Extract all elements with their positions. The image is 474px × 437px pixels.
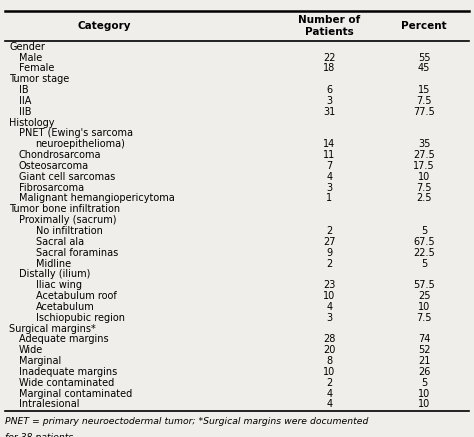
Text: 6: 6 <box>327 85 332 95</box>
Text: 2: 2 <box>326 378 333 388</box>
Text: 10: 10 <box>323 367 336 377</box>
Text: 17.5: 17.5 <box>413 161 435 171</box>
Text: Male: Male <box>19 52 42 62</box>
Text: 10: 10 <box>418 388 430 399</box>
Text: 18: 18 <box>323 63 336 73</box>
Text: neuroepithelioma): neuroepithelioma) <box>36 139 126 149</box>
Text: Osteosarcoma: Osteosarcoma <box>19 161 89 171</box>
Text: Ischiopubic region: Ischiopubic region <box>36 313 125 323</box>
Text: 5: 5 <box>421 259 428 268</box>
Text: Marginal: Marginal <box>19 356 61 366</box>
Text: Sacral foraminas: Sacral foraminas <box>36 248 118 258</box>
Text: Percent: Percent <box>401 21 447 31</box>
Text: 9: 9 <box>327 248 332 258</box>
Text: 57.5: 57.5 <box>413 280 435 290</box>
Text: 74: 74 <box>418 334 430 344</box>
Text: 21: 21 <box>418 356 430 366</box>
Text: 25: 25 <box>418 291 430 301</box>
Text: No infiltration: No infiltration <box>36 226 102 236</box>
Text: 10: 10 <box>418 399 430 409</box>
Text: 22: 22 <box>323 52 336 62</box>
Text: Fibrosarcoma: Fibrosarcoma <box>19 183 84 193</box>
Text: 10: 10 <box>323 291 336 301</box>
Text: Category: Category <box>78 21 131 31</box>
Text: Giant cell sarcomas: Giant cell sarcomas <box>19 172 115 182</box>
Text: 11: 11 <box>323 150 336 160</box>
Text: Midline: Midline <box>36 259 71 268</box>
Text: 15: 15 <box>418 85 430 95</box>
Text: Tumor bone infiltration: Tumor bone infiltration <box>9 205 120 214</box>
Text: 14: 14 <box>323 139 336 149</box>
Text: 3: 3 <box>327 313 332 323</box>
Text: 2: 2 <box>326 259 333 268</box>
Text: PNET = primary neuroectodermal tumor; *Surgical margins were documented: PNET = primary neuroectodermal tumor; *S… <box>5 417 368 426</box>
Text: Wide contaminated: Wide contaminated <box>19 378 114 388</box>
Text: PNET (Ewing's sarcoma: PNET (Ewing's sarcoma <box>19 128 133 139</box>
Text: Intralesional: Intralesional <box>19 399 80 409</box>
Text: 10: 10 <box>418 172 430 182</box>
Text: 7.5: 7.5 <box>417 183 432 193</box>
Text: Number of
Patients: Number of Patients <box>298 15 361 37</box>
Text: IIB: IIB <box>19 107 31 117</box>
Text: 27.5: 27.5 <box>413 150 435 160</box>
Text: 10: 10 <box>418 302 430 312</box>
Text: Acetabulum: Acetabulum <box>36 302 94 312</box>
Text: Distally (ilium): Distally (ilium) <box>19 269 91 279</box>
Text: Marginal contaminated: Marginal contaminated <box>19 388 132 399</box>
Text: 23: 23 <box>323 280 336 290</box>
Text: 35: 35 <box>418 139 430 149</box>
Text: 4: 4 <box>327 399 332 409</box>
Text: Acetabulum roof: Acetabulum roof <box>36 291 116 301</box>
Text: 67.5: 67.5 <box>413 237 435 247</box>
Text: Surgical margins*: Surgical margins* <box>9 323 96 333</box>
Text: 28: 28 <box>323 334 336 344</box>
Text: 7: 7 <box>326 161 333 171</box>
Text: Gender: Gender <box>9 42 46 52</box>
Text: Sacral ala: Sacral ala <box>36 237 84 247</box>
Text: Iliac wing: Iliac wing <box>36 280 82 290</box>
Text: Adequate margins: Adequate margins <box>19 334 109 344</box>
Text: Histology: Histology <box>9 118 55 128</box>
Text: 1: 1 <box>327 194 332 204</box>
Text: 45: 45 <box>418 63 430 73</box>
Text: Proximally (sacrum): Proximally (sacrum) <box>19 215 117 225</box>
Text: 2: 2 <box>326 226 333 236</box>
Text: IIA: IIA <box>19 96 31 106</box>
Text: 4: 4 <box>327 172 332 182</box>
Text: 77.5: 77.5 <box>413 107 435 117</box>
Text: Chondrosarcoma: Chondrosarcoma <box>19 150 101 160</box>
Text: 7.5: 7.5 <box>417 313 432 323</box>
Text: 20: 20 <box>323 345 336 355</box>
Text: 31: 31 <box>323 107 336 117</box>
Text: for 38 patients.: for 38 patients. <box>5 434 76 437</box>
Text: 8: 8 <box>327 356 332 366</box>
Text: 3: 3 <box>327 96 332 106</box>
Text: Female: Female <box>19 63 55 73</box>
Text: 5: 5 <box>421 226 428 236</box>
Text: 52: 52 <box>418 345 430 355</box>
Text: 27: 27 <box>323 237 336 247</box>
Text: 3: 3 <box>327 183 332 193</box>
Text: 26: 26 <box>418 367 430 377</box>
Text: 4: 4 <box>327 388 332 399</box>
Text: 55: 55 <box>418 52 430 62</box>
Text: IB: IB <box>19 85 28 95</box>
Text: 22.5: 22.5 <box>413 248 435 258</box>
Text: 2.5: 2.5 <box>417 194 432 204</box>
Text: 7.5: 7.5 <box>417 96 432 106</box>
Text: Tumor stage: Tumor stage <box>9 74 70 84</box>
Text: Inadequate margins: Inadequate margins <box>19 367 117 377</box>
Text: 4: 4 <box>327 302 332 312</box>
Text: Malignant hemangiopericytoma: Malignant hemangiopericytoma <box>19 194 175 204</box>
Text: 5: 5 <box>421 378 428 388</box>
Text: Wide: Wide <box>19 345 43 355</box>
